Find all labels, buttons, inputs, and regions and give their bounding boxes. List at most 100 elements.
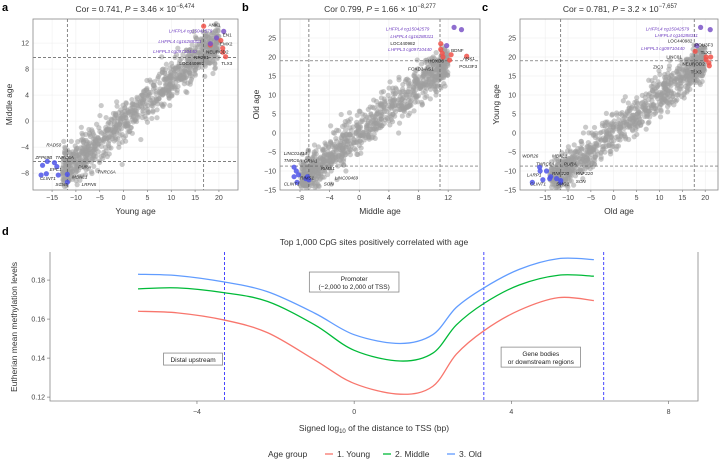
x-tick-label: −4 [193, 409, 201, 416]
cloud-point [82, 172, 89, 178]
cloud-point [359, 117, 365, 123]
cloud-point [346, 119, 352, 125]
panel-letter: a [2, 2, 9, 14]
gene-label: LARP1 [527, 173, 542, 178]
cloud-point [111, 138, 117, 144]
y-tick-label: 0.14 [31, 356, 45, 363]
cloud-point [571, 142, 577, 148]
cloud-point [684, 69, 691, 75]
cloud-point [407, 99, 414, 105]
cloud-point [666, 63, 673, 69]
cloud-point [101, 149, 107, 155]
cloud-point [417, 83, 424, 89]
cloud-point [614, 110, 620, 116]
x-tick-label: 0 [352, 409, 356, 416]
title-prefix: Cor 0.799, [324, 4, 366, 14]
cloud-point [312, 164, 318, 170]
cloud-point [325, 171, 331, 178]
highlight-point-purple [207, 41, 213, 47]
highlight-point-red [447, 57, 453, 63]
highlight-point-blue [558, 179, 564, 185]
x-axis-label: Signed log10 of the distance to TSS (bp) [299, 423, 449, 435]
cloud-point [338, 111, 344, 118]
title-eq: = 3.46 × 10 [131, 4, 177, 14]
cloud-point [185, 52, 192, 58]
cloud-point [95, 134, 101, 141]
cloud-point [192, 45, 198, 51]
gene-label: LINC00469 [335, 175, 359, 180]
cloud-point [419, 99, 425, 105]
cloud-point [415, 99, 421, 105]
cloud-point [613, 146, 619, 152]
plot-axes [49, 252, 699, 402]
cloud-point [387, 79, 393, 85]
cloud-point [648, 102, 654, 108]
annotation-text: Distal upstream [170, 357, 215, 364]
cloud-point [677, 81, 683, 87]
cloud-point [97, 112, 103, 119]
cloud-point [140, 108, 146, 114]
cloud-point [580, 130, 587, 136]
cloud-point [658, 101, 664, 107]
highlight-point-blue [291, 164, 297, 170]
cloud-point [403, 76, 409, 83]
legend-label: 3. Old [459, 449, 482, 459]
cloud-point [321, 153, 327, 159]
cloud-point [618, 133, 624, 139]
cloud-point [590, 144, 597, 150]
highlight-point-purple [444, 43, 450, 49]
y-tick-label: 15 [268, 74, 276, 81]
cloud-point [608, 134, 615, 140]
cloud-point [578, 169, 585, 176]
x-tick-label: 5 [145, 195, 149, 202]
y-tick-label: 4 [25, 93, 29, 100]
cloud-point [684, 74, 690, 80]
highlight-point-blue [537, 168, 543, 174]
y-tick-label: 10 [268, 93, 276, 100]
cloud-point [653, 93, 659, 99]
cloud-point [346, 110, 353, 116]
cloud-point [163, 61, 169, 67]
title-exponent: −7,657 [659, 4, 678, 10]
gene-label: RNF220 [552, 171, 570, 176]
cloud-point [125, 129, 131, 135]
gene-label: LOC440982 [390, 41, 415, 46]
cloud-point [392, 103, 398, 109]
gene-label: LHFPL4 cg15042579 [169, 29, 213, 34]
cloud-point [78, 124, 84, 130]
gene-label: LHFPL3 cg09710440 [153, 49, 197, 54]
highlight-point-red [220, 49, 226, 55]
y-tick-label: 8 [25, 67, 29, 74]
title-p: P [612, 4, 618, 14]
cloud-point [94, 121, 100, 127]
highlight-point-red [706, 63, 712, 69]
gene-label: PURA [78, 165, 91, 170]
highlight-point-red [708, 54, 714, 60]
highlight-point-blue [291, 174, 297, 180]
cloud-point [676, 71, 682, 77]
cloud-point [106, 127, 113, 133]
gene-label: HOXD8 [428, 58, 444, 63]
highlight-point-purple [694, 43, 700, 49]
highlight-point-blue [51, 160, 58, 166]
highlight-point-blue [537, 164, 543, 170]
cloud-point [700, 43, 706, 50]
cloud-point [598, 156, 604, 162]
cloud-point [70, 174, 76, 180]
cloud-point [583, 124, 589, 130]
cloud-point [89, 156, 95, 163]
cloud-point [385, 102, 391, 109]
cloud-point [597, 130, 603, 136]
cloud-point [377, 100, 383, 107]
gene-label: ANK1 [208, 22, 220, 27]
legend: Age group 1. Young 2. Middle 3. Old [268, 449, 482, 459]
highlight-point-blue [529, 179, 535, 185]
cloud-point [350, 135, 356, 142]
cloud-point [646, 96, 652, 103]
cloud-point [135, 112, 141, 118]
cloud-point [146, 109, 152, 115]
cloud-point [648, 83, 654, 89]
cloud-point [202, 34, 209, 40]
highlight-point-red [692, 48, 698, 54]
cloud-point [180, 76, 186, 82]
